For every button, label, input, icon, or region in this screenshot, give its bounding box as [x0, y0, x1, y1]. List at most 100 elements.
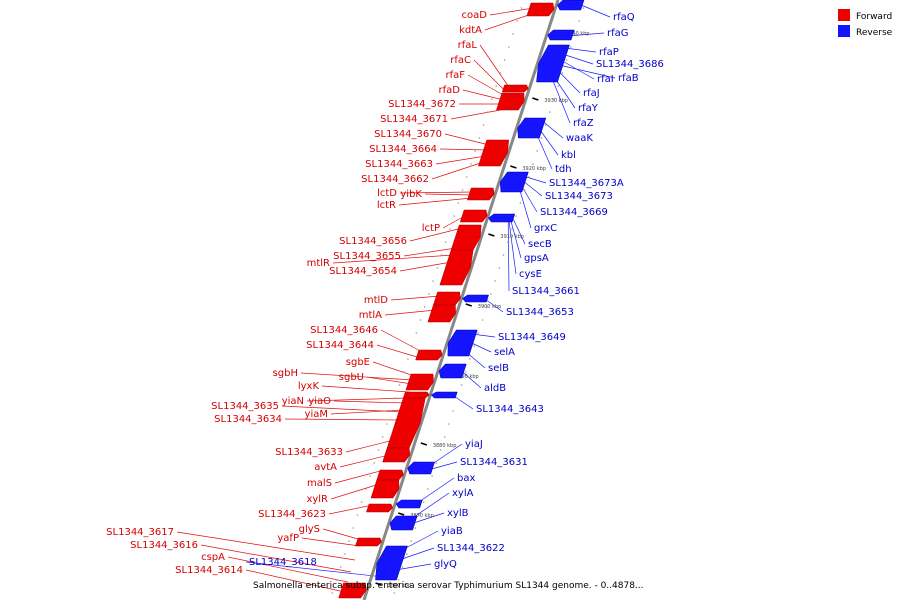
reverse-gene-feature: [389, 515, 418, 531]
track-dot: [494, 280, 496, 282]
track-dot: [461, 189, 464, 191]
track-dot: [397, 579, 400, 581]
gene-label-sl1344-3661: SL1344_3661: [512, 286, 580, 297]
forward-gene-feature: [338, 582, 367, 599]
gene-label-sl1344-3656: SL1344_3656: [339, 236, 407, 247]
gene-label-mtlr: mtlR: [307, 258, 330, 269]
track-dot: [474, 150, 476, 152]
track-dot: [386, 423, 388, 425]
leader-line: [402, 530, 439, 551]
gene-label-cspa: cspA: [201, 552, 225, 563]
leader-line: [372, 361, 415, 377]
forward-gene-feature: [466, 187, 495, 201]
gene-label-sgbe: sgbE: [346, 357, 370, 368]
track-dot: [464, 371, 467, 373]
forward-gene-feature: [402, 391, 430, 399]
track-dot: [473, 345, 475, 347]
track-dot: [381, 436, 384, 438]
gene-label-gpsa: gpsA: [524, 253, 549, 264]
track-dot: [352, 527, 355, 529]
gene-label-waak: waaK: [566, 133, 593, 144]
gene-label-rfag: rfaG: [607, 28, 629, 39]
track-dot: [536, 150, 538, 152]
track-dot: [452, 410, 454, 412]
track-dot: [457, 202, 460, 204]
forward-gene-feature: [366, 503, 394, 513]
track-dot: [470, 163, 472, 165]
track-dot: [490, 293, 492, 295]
legend-forward-label: Forward: [856, 12, 892, 22]
forward-gene-feature: [496, 92, 525, 111]
gene-label-sl1344-3631: SL1344_3631: [460, 457, 528, 468]
track-dot: [448, 423, 450, 425]
tick-label: 3940 kbp: [566, 31, 590, 37]
reverse-gene-feature: [499, 171, 529, 193]
gene-label-kbl: kbl: [561, 150, 576, 161]
track-dot: [561, 72, 564, 74]
gene-label-sgbh: sgbH: [273, 368, 298, 379]
track-dot: [402, 371, 405, 373]
tick-mark: [510, 165, 517, 169]
tick-mark: [532, 97, 539, 101]
leader-line: [300, 372, 414, 381]
label-leader-lines: [176, 3, 616, 593]
leader-line: [399, 261, 452, 272]
track-dot: [495, 85, 497, 87]
gene-label-rfaq: rfaQ: [613, 12, 635, 23]
leader-line: [410, 512, 445, 525]
gene-label-xylb: xylB: [447, 508, 469, 519]
reverse-gene-feature: [547, 29, 575, 41]
genome-caption: Salmonella enterica subsp. enterica sero…: [253, 581, 644, 591]
leader-line: [508, 219, 517, 275]
legend-reverse-swatch: [838, 25, 850, 37]
track-dot: [503, 59, 506, 61]
track-dot: [436, 267, 439, 269]
forward-gene-feature: [501, 84, 529, 93]
track-dot: [502, 254, 505, 256]
track-dot: [428, 293, 430, 295]
track-dot: [481, 319, 484, 321]
gene-label-lctp: lctP: [422, 223, 440, 234]
leader-line: [558, 64, 616, 79]
leader-line: [562, 53, 594, 65]
track-dot: [443, 436, 446, 438]
forward-gene-feature: [382, 447, 411, 463]
track-dot: [394, 397, 397, 399]
gene-label-xyla: xylA: [452, 488, 474, 499]
leader-line: [403, 247, 456, 257]
tick-label: 3910 kbp: [500, 234, 524, 240]
track-dot: [532, 163, 534, 165]
track-dot: [512, 33, 514, 35]
backbone-ticks: 3940 kbp 3930 kbp 3920 kbp 3910 kbp 3900 kbp…: [375, 30, 590, 589]
gene-features: [338, 0, 585, 599]
leader-line: [557, 69, 581, 94]
track-dot: [578, 20, 581, 22]
leader-line: [398, 197, 473, 206]
gene-label-yian: yiaN: [282, 396, 304, 407]
tick-mark: [488, 233, 495, 237]
gene-label-secb: secB: [528, 239, 552, 250]
gene-label-bax: bax: [457, 473, 475, 484]
leader-line: [538, 127, 559, 156]
leader-line: [564, 47, 597, 53]
gene-label-sl1344-3646: SL1344_3646: [310, 325, 378, 336]
leader-line: [366, 376, 412, 385]
track-dot: [414, 527, 417, 529]
track-dot: [582, 7, 585, 9]
track-dot: [557, 85, 559, 87]
track-dot: [544, 124, 547, 126]
gene-label-sl1344-3622: SL1344_3622: [437, 543, 505, 554]
leader-line: [518, 187, 532, 229]
gene-label-mtla: mtlA: [359, 310, 382, 321]
track-dot: [431, 475, 433, 477]
tick-mark: [375, 582, 382, 586]
leader-line: [417, 477, 455, 504]
leader-line: [444, 133, 490, 146]
gene-label-yiaj: yiaJ: [465, 439, 483, 450]
gene-label-sl1344-3663: SL1344_3663: [365, 159, 433, 170]
track-dot: [335, 579, 338, 581]
leader-line: [427, 461, 458, 471]
gene-label-rfad: rfaD: [439, 85, 461, 96]
leader-line: [334, 469, 385, 484]
reverse-gene-feature: [375, 545, 408, 581]
